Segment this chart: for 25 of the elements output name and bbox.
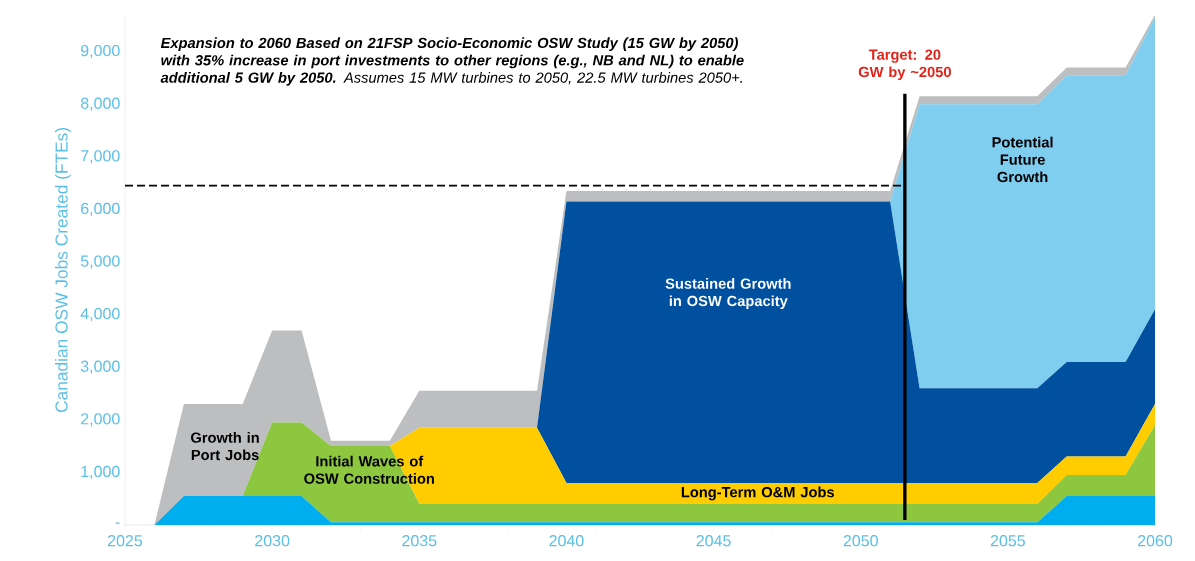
y-tick-label: 9,000	[81, 44, 120, 59]
annotation: Potential Future Growth	[992, 136, 1053, 183]
text: Expansion to 2060 Based on 21FSP Socio-Economic OSW Study (15 GW by 2050) with 35% increase in port investments to other regions (e.g., NB and NL) to enable additional 5 GW by 2050. Assumes 15 MW turbines to 2050, 22.5 MW turbines 2050+.	[160, 37, 744, 86]
annotation: Long-Term O&M Jobs	[681, 486, 834, 501]
annotation: Sustained Growth in OSW Capacity	[665, 278, 791, 310]
y-tick-label: 7,000	[81, 150, 120, 164]
y-tick-label: 2,000	[81, 413, 120, 427]
y-tick-label: 6,000	[81, 202, 120, 217]
y-tick-label: -	[115, 522, 120, 524]
x-tick-label: 2030	[255, 535, 290, 547]
x-tick-label: 2060	[1138, 535, 1173, 547]
x-tick-label: 2040	[549, 535, 584, 547]
y-tick-label: 8,000	[80, 97, 120, 111]
y-tick-label: 4,000	[80, 307, 120, 322]
x-tick-label: 2050	[843, 535, 878, 547]
y-tick-label: 3,000	[80, 360, 120, 374]
x-tick-label: 2055	[990, 535, 1025, 547]
annotation: Target: 20 GW by ~2050	[858, 49, 951, 81]
x-tick-label: 2045	[696, 535, 731, 547]
y-axis-title: Canadian OSW Jobs Created (FTEs)	[54, 127, 72, 413]
y-tick-label: 5,000	[80, 255, 120, 269]
x-tick-label: 2035	[402, 535, 437, 547]
annotation: Growth in Port Jobs	[191, 432, 259, 461]
y-tick-label: 1,000	[81, 465, 120, 480]
x-tick-label: 2025	[108, 535, 143, 547]
